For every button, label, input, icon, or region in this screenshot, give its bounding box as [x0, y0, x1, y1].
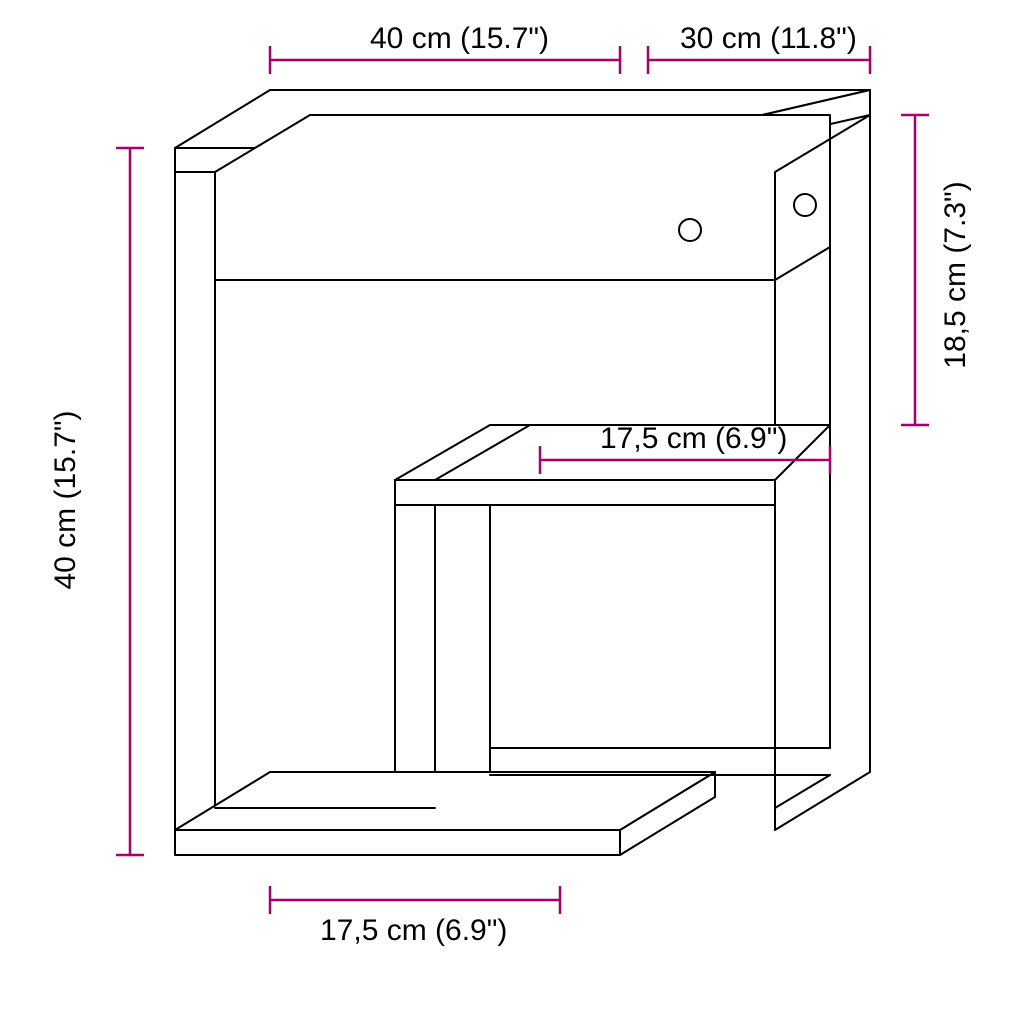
dim-width: 40 cm (15.7")	[270, 22, 620, 74]
right-panel-side	[775, 115, 870, 830]
left-panel-front	[175, 172, 215, 830]
dim-upper_gap-label: 18,5 cm (7.3")	[939, 181, 972, 368]
dim-upper_gap: 18,5 cm (7.3")	[901, 115, 972, 425]
dim-height-label: 40 cm (15.7")	[49, 410, 82, 589]
shelf-front	[395, 480, 775, 505]
dim-depth: 30 cm (11.8")	[648, 22, 870, 74]
cable-hole-2	[794, 194, 816, 216]
base-front	[175, 830, 620, 855]
cable-hole-1	[679, 219, 701, 241]
dim-height: 40 cm (15.7")	[49, 148, 144, 855]
dim-shelf_width: 17,5 cm (6.9")	[270, 886, 560, 947]
dim-depth-label: 30 cm (11.8")	[680, 22, 857, 55]
dim-width-label: 40 cm (15.7")	[370, 22, 549, 55]
furniture-dimension-diagram: 40 cm (15.7") 30 cm (11.8") 40 cm (15.7") 1…	[0, 0, 1024, 1024]
back-panel	[215, 115, 830, 280]
dim-shelf_depth-label: 17,5 cm (6.9")	[600, 422, 787, 455]
dim-shelf_width-label: 17,5 cm (6.9")	[320, 914, 507, 947]
base-top	[175, 772, 715, 830]
